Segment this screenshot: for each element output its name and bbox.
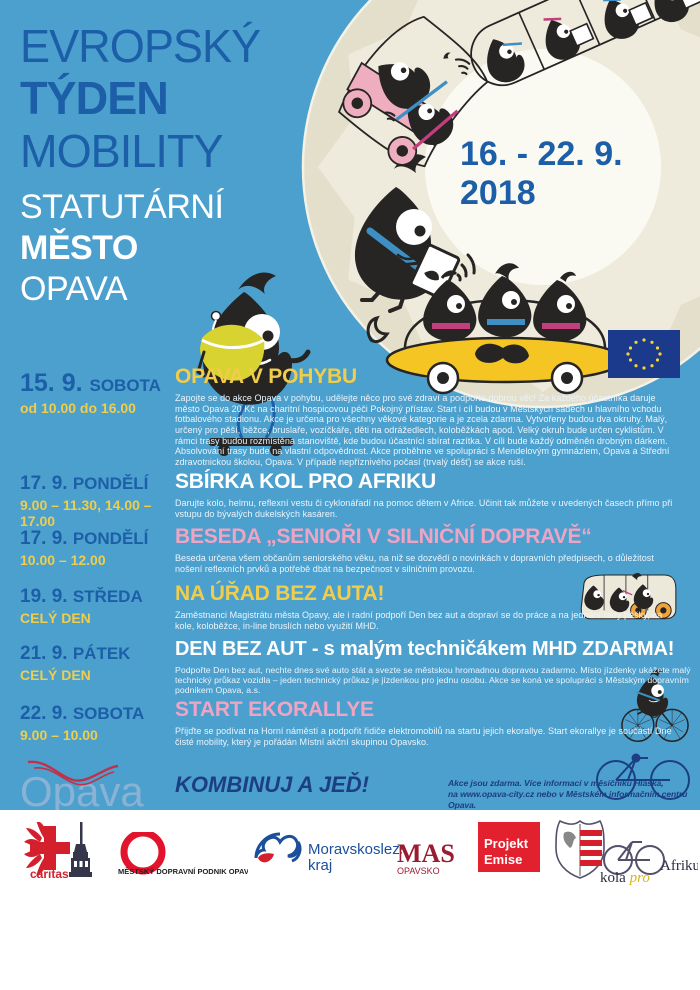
svg-text:caritas: caritas [30, 867, 69, 880]
svg-text:Emise: Emise [484, 852, 522, 867]
svg-text:MĚSTSKÝ DOPRAVNÍ PODNIK OPAVA: MĚSTSKÝ DOPRAVNÍ PODNIK OPAVA [118, 867, 248, 876]
svg-text:Moravskoslezský: Moravskoslezský [308, 841, 402, 858]
svg-text:Afriku: Afriku [660, 858, 698, 874]
svg-text:MAS: MAS [397, 839, 455, 868]
svg-text:Opava: Opava [20, 768, 144, 815]
svg-text:OPAVSKO: OPAVSKO [397, 866, 440, 876]
svg-text:kola pro: kola pro [600, 870, 650, 885]
svg-text:Projekt: Projekt [484, 836, 529, 851]
svg-text:kraj: kraj [308, 857, 332, 874]
